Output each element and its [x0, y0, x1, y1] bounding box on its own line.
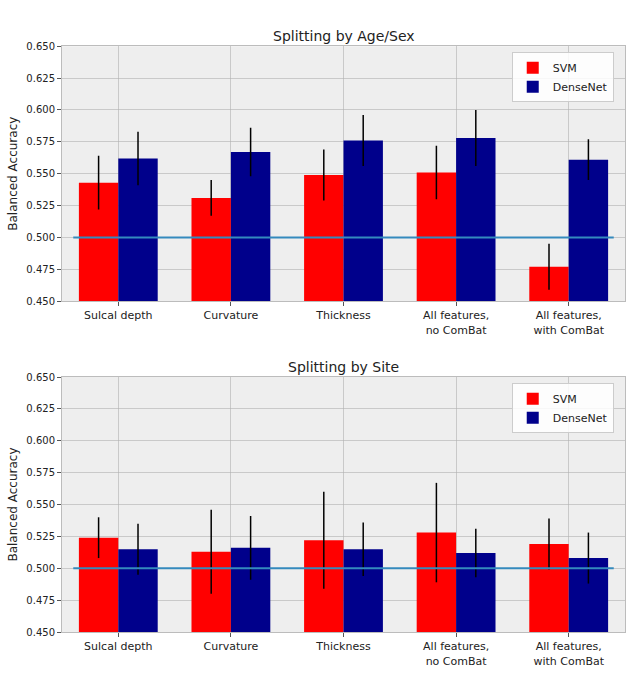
- svg-text:Sulcal depth: Sulcal depth: [84, 640, 152, 653]
- svg-text:Thickness: Thickness: [315, 640, 371, 653]
- svg-text:0.625: 0.625: [26, 403, 55, 414]
- svg-text:0.600: 0.600: [26, 435, 55, 446]
- svg-text:0.500: 0.500: [26, 232, 55, 243]
- svg-text:Curvature: Curvature: [204, 309, 259, 322]
- svg-text:All features,with ComBat: All features,with ComBat: [533, 309, 604, 336]
- svg-text:Thickness: Thickness: [315, 309, 371, 322]
- svg-text:0.450: 0.450: [26, 627, 55, 638]
- svg-text:0.550: 0.550: [26, 168, 55, 179]
- svg-text:0.475: 0.475: [26, 595, 55, 606]
- svg-text:SVM: SVM: [553, 62, 577, 75]
- svg-text:All features,no ComBat: All features,no ComBat: [423, 309, 489, 336]
- svg-text:All features,with ComBat: All features,with ComBat: [533, 640, 604, 667]
- svg-text:Balanced Accuracy: Balanced Accuracy: [6, 117, 20, 231]
- svg-text:Curvature: Curvature: [204, 640, 259, 653]
- svg-text:Sulcal depth: Sulcal depth: [84, 309, 152, 322]
- svg-text:0.575: 0.575: [26, 136, 55, 147]
- svg-text:0.575: 0.575: [26, 467, 55, 478]
- svg-text:SVM: SVM: [553, 393, 577, 406]
- svg-text:Splitting by Site: Splitting by Site: [288, 359, 399, 375]
- svg-text:0.475: 0.475: [26, 264, 55, 275]
- svg-text:DenseNet: DenseNet: [553, 81, 608, 94]
- svg-text:0.650: 0.650: [26, 372, 55, 383]
- svg-text:0.500: 0.500: [26, 563, 55, 574]
- svg-text:0.550: 0.550: [26, 499, 55, 510]
- svg-text:0.625: 0.625: [26, 73, 55, 84]
- svg-text:0.525: 0.525: [26, 200, 55, 211]
- svg-text:0.525: 0.525: [26, 531, 55, 542]
- svg-text:All features,no ComBat: All features,no ComBat: [423, 640, 489, 667]
- svg-text:0.650: 0.650: [26, 41, 55, 52]
- svg-text:0.450: 0.450: [26, 296, 55, 307]
- svg-text:0.600: 0.600: [26, 104, 55, 115]
- svg-text:Splitting by Age/Sex: Splitting by Age/Sex: [273, 28, 415, 44]
- svg-text:Balanced Accuracy: Balanced Accuracy: [6, 447, 20, 561]
- svg-text:DenseNet: DenseNet: [553, 412, 608, 425]
